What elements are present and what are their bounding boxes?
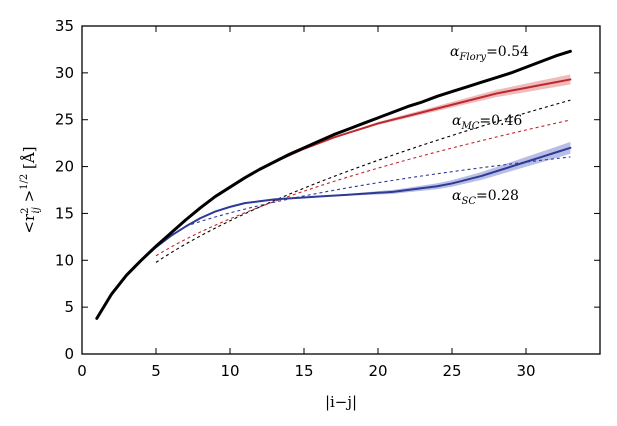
x-tick-label: 0	[77, 362, 87, 380]
annotation-symbol: α	[452, 188, 462, 204]
annotation-sc: αSC=0.28	[452, 188, 519, 207]
y-axis-label-unit: [Å]	[20, 146, 38, 173]
x-tick-label: 25	[442, 362, 461, 380]
y-tick-label: 35	[55, 17, 74, 35]
annotation-subscript: MC	[460, 121, 479, 132]
data-series	[95, 49, 572, 320]
annotation-symbol: α	[450, 44, 460, 60]
y-tick-label: 30	[55, 64, 74, 82]
x-tick-label: 15	[294, 362, 313, 380]
x-tick-label: 10	[220, 362, 239, 380]
y-tick-label: 0	[64, 345, 74, 363]
fit-sc-line	[185, 156, 571, 227]
y-tick-label: 25	[55, 111, 74, 129]
series-line-sc	[95, 146, 572, 320]
annotation-value: =0.28	[476, 188, 519, 204]
y-axis-label-main: <r	[20, 213, 38, 234]
x-tick-label: 30	[516, 362, 535, 380]
series-line-flory	[95, 49, 572, 320]
annotation-value: =0.54	[486, 44, 529, 60]
annotation-subscript: Flory	[458, 52, 486, 63]
annotation-value: =0.46	[479, 113, 522, 129]
fit-mc-line	[155, 119, 571, 257]
y-axis-label-rest: >	[20, 190, 38, 207]
annotation-flory: αFlory=0.54	[450, 44, 529, 63]
plot-frame	[81, 25, 601, 355]
y-tick-label: 5	[64, 298, 74, 316]
annotation-mc: αMC=0.46	[452, 113, 522, 132]
y-tick-label: 15	[55, 204, 74, 222]
y-tick-label: 10	[55, 251, 74, 269]
x-axis-label: |i−j|	[325, 393, 357, 411]
x-tick-label: 5	[151, 362, 161, 380]
power-law-fits	[155, 99, 571, 263]
y-axis-label-sup: 2	[20, 207, 31, 213]
uncertainty-bands	[96, 74, 571, 319]
x-tick-label: 20	[368, 362, 387, 380]
band-sc	[96, 141, 571, 319]
y-tick-label: 20	[55, 158, 74, 176]
axis-ticks: 0 5 10 15 20 25 30 0 5 10 15 20 25 30 35	[55, 17, 600, 380]
y-axis-label-exp: 1/2	[19, 174, 30, 190]
annotation-symbol: α	[452, 113, 462, 129]
fit-flory-line	[155, 99, 571, 263]
y-axis-label: <r2ij >1/2 [Å]	[19, 146, 42, 233]
annotation-subscript: SC	[461, 196, 476, 207]
y-axis-label-sub: ij	[31, 207, 42, 213]
